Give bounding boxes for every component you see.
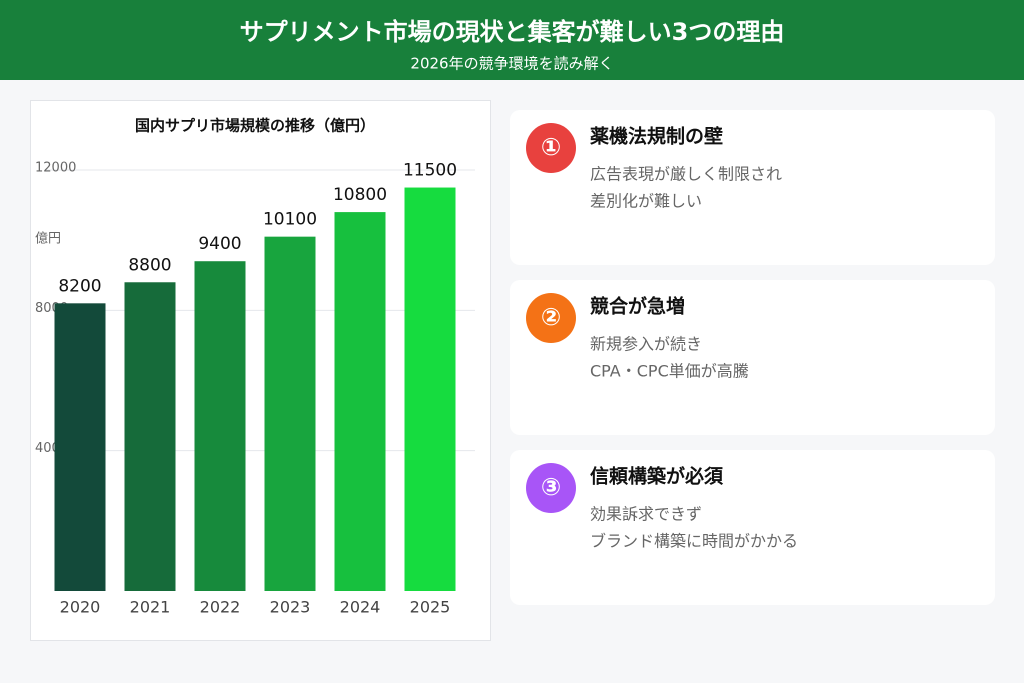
data-label: 10800 [333, 185, 387, 205]
badge-number: ① [541, 133, 561, 161]
data-label: 8800 [128, 255, 171, 275]
x-tick-label: 2020 [60, 598, 101, 617]
y-axis-label: 億円 [35, 231, 61, 247]
x-tick-label: 2022 [200, 598, 241, 617]
card-title: 競合が急増 [590, 295, 685, 318]
header-bar [0, 0, 1024, 80]
card-title: 信頼構築が必須 [590, 465, 724, 488]
bar [404, 187, 456, 591]
card-text: 広告表現が厳しく制限され [590, 165, 782, 184]
header-subtitle: 2026年の競争環境を読み解く [410, 55, 613, 73]
data-label: 9400 [198, 234, 241, 254]
y-tick-label: 12000 [35, 161, 76, 176]
header-title: サプリメント市場の現状と集客が難しい3つの理由 [240, 18, 785, 46]
x-tick-label: 2025 [410, 598, 451, 617]
card [510, 450, 995, 605]
badge [526, 463, 576, 513]
badge-number: ② [541, 303, 561, 331]
data-label: 10100 [263, 210, 317, 230]
card-text: CPA・CPC単価が高騰 [590, 362, 749, 381]
x-tick-label: 2023 [270, 598, 311, 617]
card [510, 280, 995, 435]
bar [194, 261, 246, 591]
card-text: 効果訴求できず [590, 505, 702, 524]
card-text: 差別化が難しい [590, 192, 702, 211]
x-tick-label: 2021 [130, 598, 171, 617]
bar [334, 212, 386, 591]
badge-number: ③ [541, 473, 561, 501]
data-label: 11500 [403, 161, 457, 181]
x-tick-label: 2024 [340, 598, 381, 617]
bar [264, 236, 316, 592]
chart-title: 国内サプリ市場規模の推移（億円） [135, 117, 375, 135]
card [510, 110, 995, 265]
bar [124, 282, 176, 591]
card-text: 新規参入が続き [590, 335, 702, 354]
badge [526, 293, 576, 343]
data-label: 8200 [58, 276, 101, 296]
bar [54, 303, 106, 591]
card-title: 薬機法規制の壁 [589, 125, 723, 148]
badge [526, 123, 576, 173]
card-text: ブランド構築に時間がかかる [590, 532, 798, 551]
